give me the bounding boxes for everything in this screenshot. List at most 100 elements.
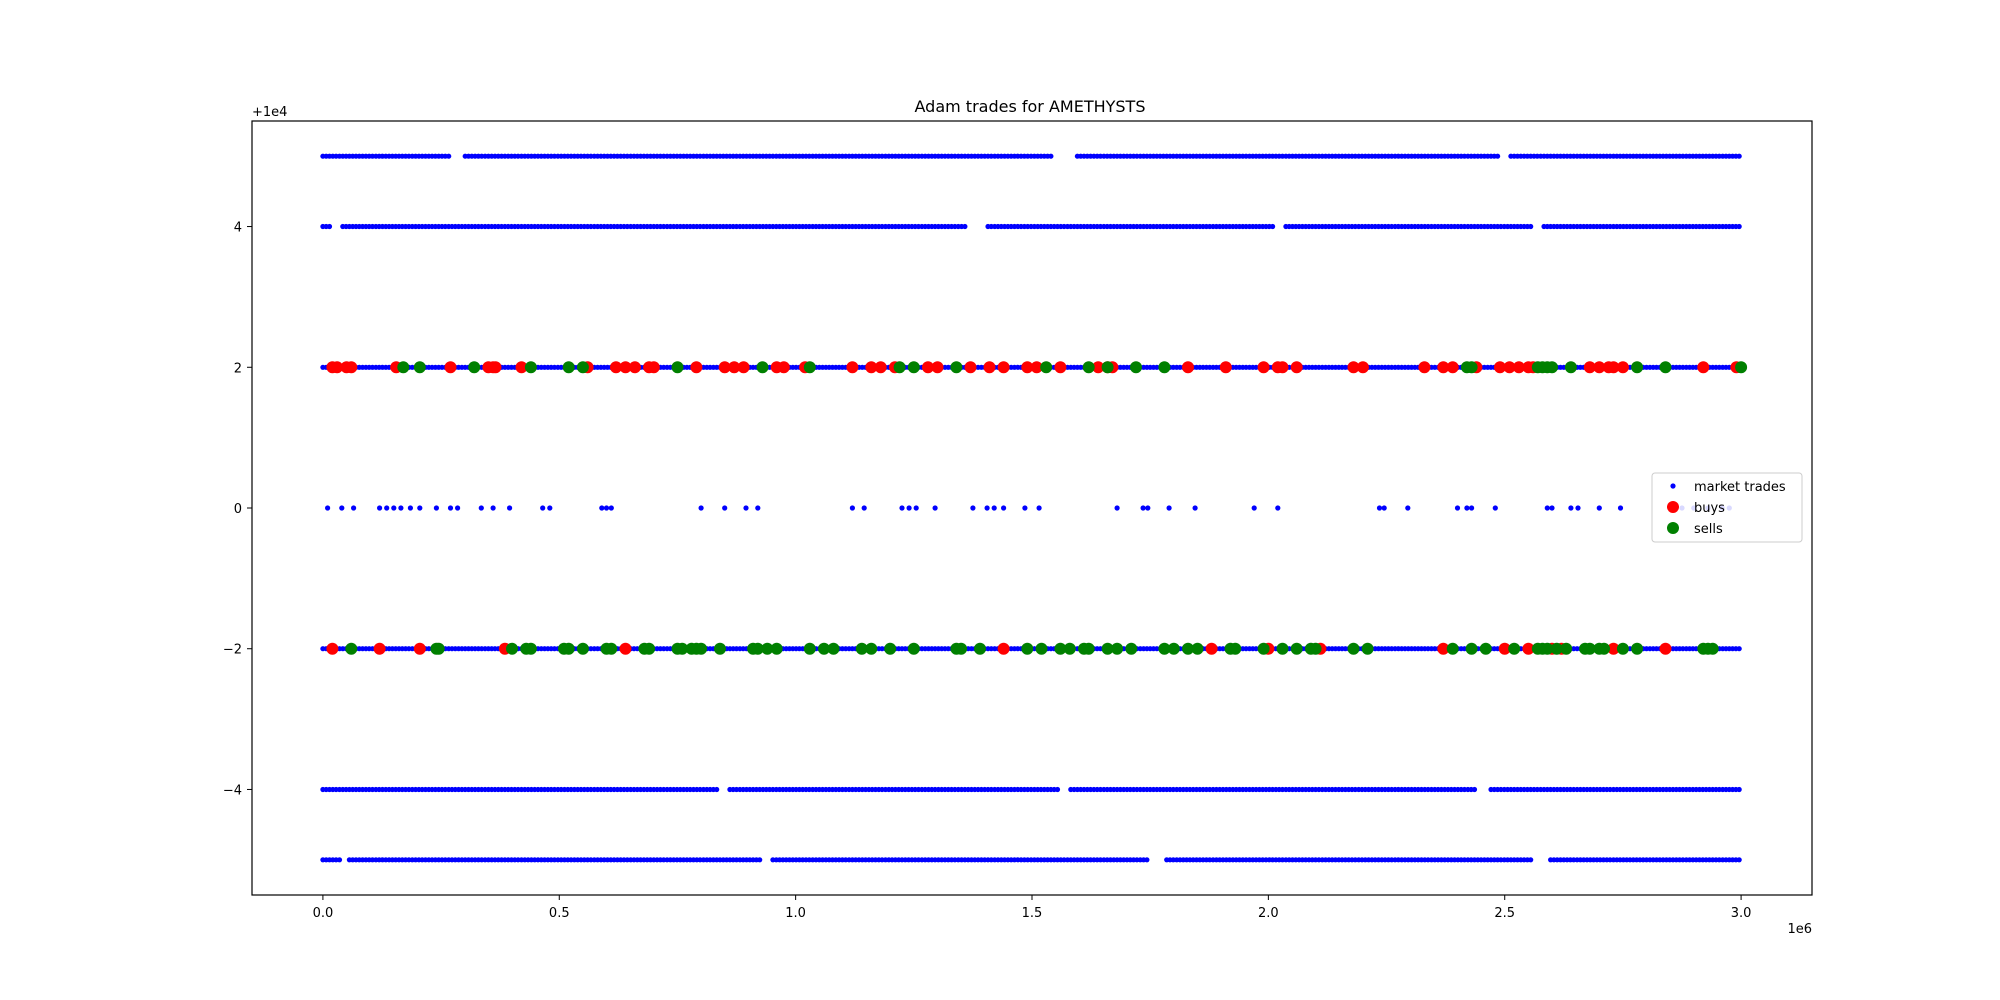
buy-point [1356,361,1369,374]
sell-point [1508,642,1521,655]
market-trade-point [1736,223,1742,230]
market-trades-level-0 [320,153,1742,159]
buy-point [345,361,358,374]
market-trade-point [1528,223,1534,230]
y-tick-label: 2 [234,361,242,376]
y-tick-label: 4 [234,221,242,236]
legend-label: sells [1694,522,1723,537]
market-trade-point [1495,153,1501,159]
market-trade-point [984,505,990,511]
buy-point [1593,361,1606,374]
legend-marker-1 [1667,501,1679,513]
buy-point [1092,361,1105,374]
market-trade-point [962,223,968,230]
sell-point [1546,361,1558,374]
sell-point [524,361,537,374]
sell-point [761,642,774,655]
sell-point [1101,361,1114,374]
buy-point [737,361,750,374]
market-trade-point [384,505,390,511]
buy-point [619,361,632,374]
sell-point [695,642,708,655]
x-tick-label: 0.0 [313,906,334,921]
buy-point [1494,361,1506,374]
y-axis-offset-label: +1e4 [252,105,287,120]
market-trade-point [325,505,331,511]
market-trade-point [906,505,912,511]
buy-point [1205,642,1218,655]
buy-point [1257,361,1270,374]
buy-point [647,361,660,374]
y-tick-label: 0 [234,502,242,517]
sell-point [955,642,968,655]
x-tick-label: 1.0 [785,906,806,921]
buy-point [777,361,790,374]
buy-point [690,361,703,374]
sell-point [1479,642,1492,655]
sell-point [770,642,783,655]
sell-point [1541,642,1554,655]
market-trade-point [899,505,905,511]
sell-point [1229,642,1242,655]
market-trade-point [1575,505,1581,511]
x-tick-label: 2.5 [1494,906,1515,921]
sell-point [1276,642,1289,655]
market-trade-point [1022,505,1028,511]
buy-point [718,361,731,374]
market-trade-point [398,505,404,511]
y-tick-label: −4 [223,783,242,798]
market-trade-point [1001,505,1007,511]
market-trade-point [447,505,454,511]
sell-point [1063,642,1076,655]
buy-point [413,642,426,655]
sell-point [1158,361,1171,374]
sell-point [1309,642,1322,655]
market-trade-point [932,505,938,511]
market-trade-point [547,505,553,511]
sell-point [1583,642,1596,655]
sell-point [1446,642,1459,655]
market-trade-point [755,505,761,511]
buy-point [1290,361,1303,374]
sell-point [1182,642,1194,655]
legend: market trades buys sells [1651,472,1803,543]
buy-point [619,642,632,655]
sell-point [562,361,575,374]
market-trade-point [1549,505,1555,511]
market-trade-point [1275,505,1281,511]
market-trade-point [1145,505,1151,511]
sell-point [1290,642,1303,655]
legend-label: buys [1694,501,1725,516]
buy-point [1219,361,1232,374]
market-trade-point [540,505,546,511]
buy-point [515,361,528,374]
sell-point [671,361,684,374]
buy-point [326,642,339,655]
sell-point [855,642,868,655]
buy-point [1616,361,1629,374]
sell-point [524,642,537,655]
market-trade-point [478,505,484,511]
sell-point [468,361,481,374]
sell-point [576,361,589,374]
sell-point [1054,642,1067,655]
buy-point [1607,642,1620,655]
market-trade-point [1405,505,1411,511]
buy-point [1512,361,1525,374]
x-tick-label: 1.5 [1022,906,1043,921]
buy-point [865,361,878,374]
market-trade-point [1376,505,1383,511]
buy-point [1437,642,1450,655]
sell-point [827,642,840,655]
market-trade-point [603,505,610,511]
sell-point [1616,642,1629,655]
sell-point [1191,642,1204,655]
market-trades-level-1 [320,223,1742,230]
sell-point [1021,642,1034,655]
sell-point [974,642,986,655]
sell-point [907,642,920,655]
buy-point [1021,361,1034,374]
buy-point [1697,361,1710,374]
buy-point [610,361,622,374]
sell-point [1560,642,1573,655]
